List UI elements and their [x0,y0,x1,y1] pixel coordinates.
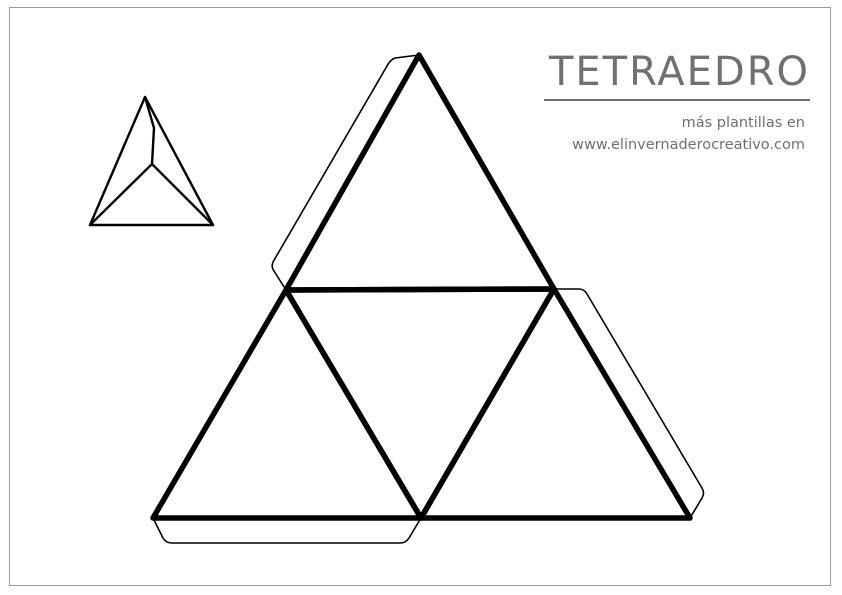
preview-outline [88,95,215,227]
page-title: TETRAEDRO [548,49,810,95]
tetrahedron-preview-icon [88,95,215,227]
face-center [283,286,557,521]
preview-back-edge [143,95,156,166]
glue-tabs [152,54,705,544]
preview-right-edge [150,162,215,227]
preview-left-edge [88,162,154,227]
page-frame [9,7,831,586]
website-link[interactable]: www.elinvernaderocreativo.com [572,137,805,153]
glue-tab-top-left [271,54,420,291]
glue-tab-bottom [152,517,422,544]
subtitle-text: más plantillas en [681,115,805,131]
glue-tab-right [553,288,705,519]
face-bottom-left [150,287,424,521]
title-underline [544,99,810,101]
tetrahedron-net [150,52,693,521]
